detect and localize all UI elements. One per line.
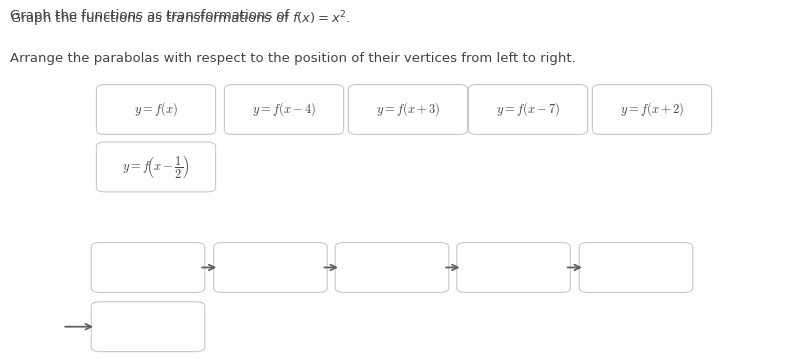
FancyBboxPatch shape [214,243,327,292]
Text: $y = f(x+2)$: $y = f(x+2)$ [620,101,684,118]
FancyBboxPatch shape [349,85,467,135]
FancyBboxPatch shape [457,243,570,292]
Text: $y = f(x-7)$: $y = f(x-7)$ [496,101,560,118]
Text: Graph the functions as transformations of $f(x) = x^2$.: Graph the functions as transformations o… [10,9,350,29]
Text: $y = f(x)$: $y = f(x)$ [134,101,178,118]
Text: $y = f(x+3)$: $y = f(x+3)$ [376,101,440,118]
Text: $y = f\!\left(x-\dfrac{1}{2}\right)$: $y = f\!\left(x-\dfrac{1}{2}\right)$ [122,153,190,181]
FancyBboxPatch shape [91,243,205,292]
Text: $y = f(x-4)$: $y = f(x-4)$ [252,101,316,118]
FancyBboxPatch shape [469,85,587,135]
FancyBboxPatch shape [579,243,693,292]
Text: Arrange the parabolas with respect to the position of their vertices from left t: Arrange the parabolas with respect to th… [10,52,575,65]
FancyBboxPatch shape [335,243,449,292]
FancyBboxPatch shape [592,85,712,135]
FancyBboxPatch shape [224,85,344,135]
FancyBboxPatch shape [91,302,205,352]
Text: Graph the functions as transformations of: Graph the functions as transformations o… [10,9,294,22]
FancyBboxPatch shape [97,142,216,192]
FancyBboxPatch shape [97,85,216,135]
